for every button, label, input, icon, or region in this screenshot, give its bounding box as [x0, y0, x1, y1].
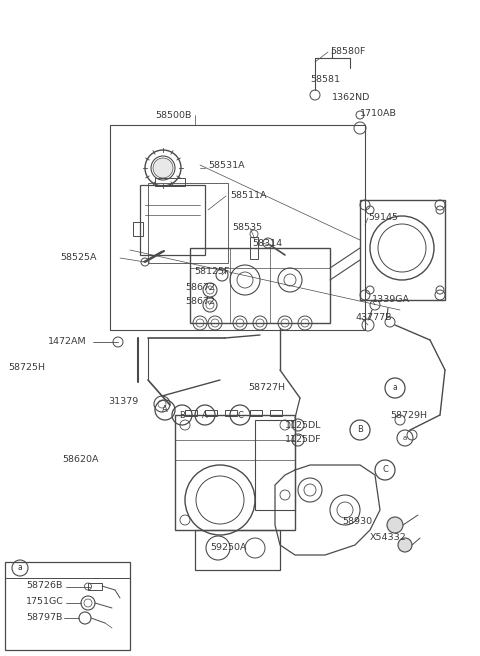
Bar	[133, 222, 143, 236]
Text: A: A	[202, 411, 208, 419]
Text: 58314: 58314	[252, 239, 282, 247]
Bar	[225, 410, 237, 416]
Text: 58535: 58535	[232, 224, 262, 232]
Bar	[110, 125, 365, 330]
Text: 1362ND: 1362ND	[332, 92, 371, 102]
Bar	[250, 237, 258, 259]
Bar	[148, 183, 228, 263]
Text: 58729H: 58729H	[390, 411, 427, 419]
Bar	[175, 415, 295, 530]
Bar	[190, 248, 330, 323]
Text: 58580F: 58580F	[330, 47, 365, 56]
Bar	[360, 200, 445, 300]
Text: 58511A: 58511A	[230, 192, 266, 201]
Text: A: A	[162, 405, 168, 415]
Circle shape	[387, 517, 403, 533]
Bar	[205, 410, 217, 416]
Text: 1339GA: 1339GA	[372, 295, 410, 304]
Text: 58930: 58930	[342, 518, 372, 527]
Text: B: B	[179, 411, 185, 419]
Text: 58672: 58672	[185, 298, 215, 306]
Text: 58797B: 58797B	[26, 613, 62, 623]
Text: 1710AB: 1710AB	[360, 108, 397, 117]
Bar	[255, 420, 295, 510]
Text: a: a	[18, 564, 23, 573]
Text: 1125DL: 1125DL	[285, 422, 322, 430]
Bar	[140, 185, 205, 255]
Bar	[88, 583, 102, 590]
Text: 58531A: 58531A	[208, 161, 245, 169]
Bar	[270, 410, 282, 416]
Bar	[185, 410, 197, 416]
Text: a: a	[403, 435, 407, 441]
Bar	[5, 562, 130, 650]
Text: 1472AM: 1472AM	[48, 337, 86, 346]
Text: 58125F: 58125F	[194, 268, 229, 276]
Text: 58726B: 58726B	[26, 581, 62, 590]
Text: B: B	[357, 426, 363, 434]
Text: 58620A: 58620A	[62, 455, 98, 464]
Bar	[250, 410, 262, 416]
Text: 58725H: 58725H	[8, 363, 45, 373]
Bar	[155, 178, 185, 186]
Text: 59250A: 59250A	[210, 544, 247, 552]
Bar	[195, 530, 280, 570]
Text: 58500B: 58500B	[155, 110, 192, 119]
Text: X54332: X54332	[370, 533, 407, 541]
Circle shape	[398, 538, 412, 552]
Text: 58672: 58672	[185, 283, 215, 291]
Text: 31379: 31379	[108, 398, 138, 407]
Text: 58525A: 58525A	[60, 253, 96, 262]
Text: 1751GC: 1751GC	[26, 596, 64, 605]
Text: 58727H: 58727H	[248, 384, 285, 392]
Text: C: C	[237, 411, 243, 419]
Text: 1125DF: 1125DF	[285, 436, 322, 445]
Text: 43777B: 43777B	[355, 314, 392, 323]
Text: C: C	[382, 466, 388, 474]
Circle shape	[153, 158, 173, 178]
Text: a: a	[393, 384, 397, 392]
Text: 58581: 58581	[310, 75, 340, 85]
Text: 59145: 59145	[368, 213, 398, 222]
